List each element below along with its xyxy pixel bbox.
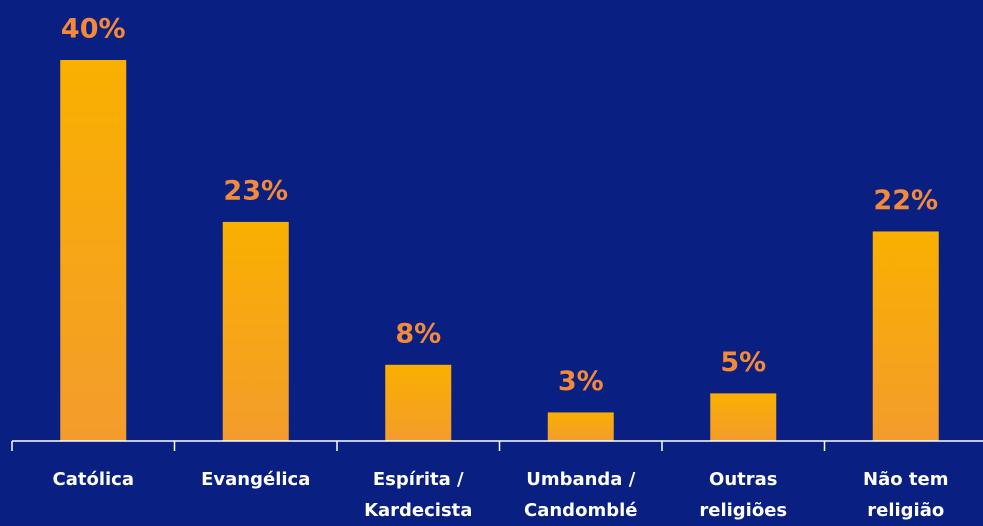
bar — [710, 393, 777, 441]
x-tick-label-line: Umbanda / — [526, 469, 636, 490]
value-label: 23% — [223, 175, 288, 206]
bar — [872, 231, 939, 441]
bar — [222, 221, 289, 441]
x-tick-label: Evangélica — [201, 469, 310, 490]
x-tick-label-line: religiões — [699, 500, 787, 521]
x-tick-label-line: Não tem — [863, 469, 948, 490]
x-tick-label: Não tem religião — [863, 469, 948, 521]
x-tick-label-line: religião — [867, 500, 944, 521]
bar — [385, 364, 452, 441]
x-tick-label-line: Evangélica — [201, 469, 310, 490]
value-label: 5% — [720, 347, 766, 378]
value-label: 40% — [61, 14, 126, 45]
bar — [547, 412, 614, 441]
x-tick-label-line: Candomblé — [524, 500, 637, 521]
x-tick-label: Espírita / Kardecista — [364, 469, 472, 521]
x-tick-label: Outras religiões — [699, 469, 787, 521]
value-label: 3% — [558, 366, 604, 397]
x-tick-label-line: Outras — [709, 469, 777, 490]
x-tick-label: Católica — [53, 469, 134, 490]
x-tick-label: Umbanda / Candomblé — [524, 469, 637, 521]
bar — [60, 60, 127, 441]
x-tick-label-line: Católica — [53, 469, 134, 490]
value-label: 22% — [873, 185, 938, 216]
x-tick-label-line: Espírita / — [373, 469, 464, 490]
value-label: 8% — [395, 318, 441, 349]
x-tick-label-line: Kardecista — [364, 500, 472, 521]
